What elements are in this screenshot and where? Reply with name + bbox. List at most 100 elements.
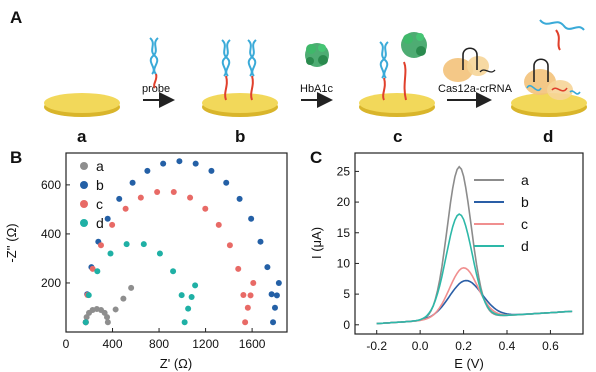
plot-b-point-b (236, 195, 243, 202)
plot-b-legend-label-c: c (96, 196, 103, 212)
plot-b-xtick-label: 400 (103, 337, 123, 351)
plot-c-legend-label-a: a (521, 172, 529, 188)
plot-b-point-c (226, 242, 233, 249)
plot-b-point-b (208, 167, 215, 174)
plot-b-point-b (273, 292, 280, 299)
electrode-b (202, 39, 278, 117)
plot-c-xtick-label: 0.0 (412, 339, 429, 353)
panel-a-letter: A (10, 8, 22, 27)
plot-b-point-b (129, 179, 136, 186)
plot-c-ytick-label: 15 (337, 226, 351, 240)
plot-b-point-c (154, 188, 161, 195)
plot-b-legend-marker-b (80, 181, 88, 189)
arrow-probe: probe (142, 83, 175, 108)
plot-b-point-c (109, 221, 116, 228)
step-label-a: a (77, 127, 87, 146)
plot-c-ticks: -0.2 0.0 0.2 0.4 0.6 0 5 10 15 20 25 (337, 164, 559, 353)
plot-b-point-d (123, 241, 130, 248)
plot-b-point-c (235, 265, 242, 272)
panel-c-letter: C (310, 148, 322, 167)
plot-b-point-c (215, 221, 222, 228)
plot-b-point-c (137, 194, 144, 201)
plot-c-ylabel: I (μA) (309, 227, 324, 259)
plot-b-point-a (120, 295, 127, 302)
plot-b-points (82, 158, 282, 326)
plot-b-point-d (107, 250, 114, 257)
plot-b-legend-label-b: b (96, 177, 104, 193)
plot-b-point-b (223, 179, 230, 186)
plot-b-ticks: 0 400 800 1200 1600 200 400 600 (41, 178, 266, 351)
arrow-probe-label: probe (142, 83, 170, 95)
plot-b-point-c (244, 304, 251, 311)
plot-c-xtick-label: 0.2 (455, 339, 472, 353)
plot-b-point-d (156, 250, 163, 257)
plot-c-xtick-label: 0.4 (499, 339, 516, 353)
plot-b-point-b (270, 319, 277, 326)
free-probe-icon (149, 37, 159, 89)
plot-b-point-b (176, 158, 183, 165)
plot-b-point-b (160, 160, 167, 167)
plot-b-point-d (192, 282, 199, 289)
plot-b-point-a (128, 284, 135, 291)
plot-b-point-d (85, 292, 92, 299)
plot-b-point-c (170, 188, 177, 195)
arrow-hba1c: HbA1c (300, 43, 334, 108)
protein-icon (305, 43, 329, 67)
electrode-c (359, 32, 435, 117)
plot-b-xtick-label: 1200 (192, 337, 219, 351)
plot-b-xtick-label: 800 (149, 337, 169, 351)
plot-c-line-b (376, 279, 573, 325)
plot-c-ytick-label: 5 (343, 287, 350, 301)
plot-b-point-d (185, 305, 192, 312)
plot-c-legend-label-c: c (521, 216, 528, 232)
plot-c-ytick-label: 25 (337, 164, 351, 178)
plot-c-line-d (376, 213, 573, 325)
plot-b-legend-marker-d (80, 219, 88, 227)
plot-b-point-b (144, 167, 151, 174)
plot-b-point-c (240, 291, 247, 298)
plot-c-line-c (376, 266, 573, 325)
plot-b-point-c (97, 242, 104, 249)
electrode-d (511, 19, 587, 117)
step-label-b: b (235, 127, 245, 146)
plot-b-point-c (250, 279, 257, 286)
plot-c-xtick-label: -0.2 (366, 339, 387, 353)
plot-b-legend-label-d: d (96, 215, 104, 231)
plot-c-legend-label-b: b (521, 194, 529, 210)
plot-b-ytick-label: 600 (41, 178, 61, 192)
plot-b-legend-marker-a (80, 162, 88, 170)
plot-c-ytick-label: 10 (337, 256, 351, 270)
plot-b-point-d (181, 319, 188, 326)
plot-b-xtick-label: 0 (63, 337, 70, 351)
plot-b-point-d (94, 268, 101, 275)
plot-b-point-d (82, 319, 89, 326)
plot-b-point-d (178, 292, 185, 299)
plot-b-xlabel: Z' (Ω) (160, 356, 192, 371)
plot-b-ytick-label: 400 (41, 227, 61, 241)
arrow-cas12a-label: Cas12a-crRNA (438, 83, 513, 95)
plot-b-point-b (192, 160, 199, 167)
plot-c-ytick-label: 20 (337, 195, 351, 209)
plot-b-ylabel: -Z'' (Ω) (4, 223, 19, 262)
plot-b-point-a (104, 314, 111, 321)
plot-b-point-c (89, 265, 96, 272)
plot-c-lines (376, 165, 573, 325)
plot-c-ytick-label: 0 (343, 318, 350, 332)
plot-c-xtick-label: 0.6 (542, 339, 559, 353)
plot-b-point-b (248, 215, 255, 222)
step-label-d: d (543, 127, 553, 146)
plot-b-point-a (112, 306, 119, 313)
plot-b-legend-label-a: a (96, 158, 104, 174)
plot-b-point-b (104, 215, 111, 222)
plot-b-point-a (104, 319, 111, 326)
bound-protein-icon (401, 32, 427, 58)
plot-c-frame (354, 152, 584, 335)
plot-b-point-c (247, 292, 254, 299)
plot-c-xlabel: E (V) (454, 356, 484, 371)
plot-b-point-b (271, 304, 278, 311)
arrow-hba1c-label: HbA1c (300, 83, 334, 95)
